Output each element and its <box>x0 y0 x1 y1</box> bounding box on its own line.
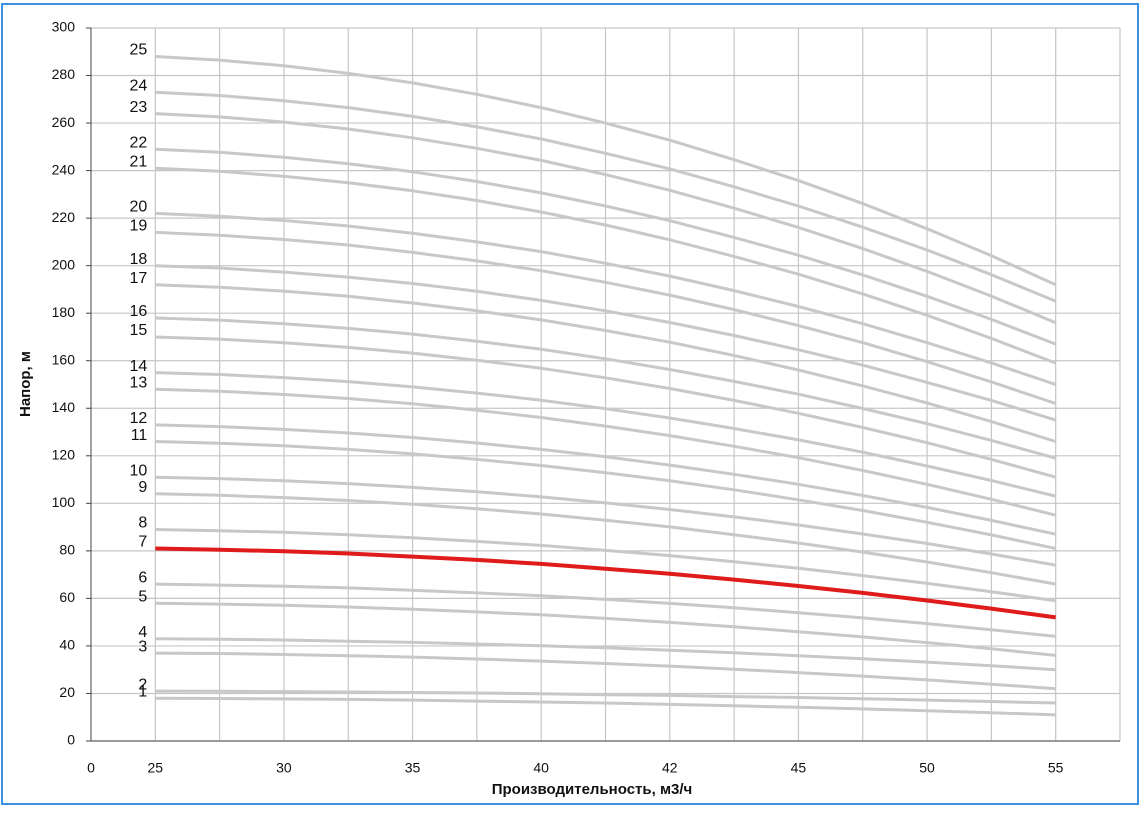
series-line <box>155 211 1057 386</box>
series-line <box>155 696 1056 717</box>
series-line <box>155 492 1056 586</box>
series-line <box>155 166 1057 365</box>
x-tick-label: 30 <box>276 760 292 776</box>
y-tick-label: 260 <box>52 114 76 130</box>
y-tick-label: 60 <box>59 589 75 605</box>
series-label: 22 <box>130 134 148 151</box>
series-line <box>155 582 1056 638</box>
frame <box>1 3 1139 805</box>
series-line <box>155 230 1057 405</box>
series-line <box>155 387 1057 517</box>
series-label: 11 <box>131 427 148 444</box>
series-line <box>155 637 1056 672</box>
series-label: 17 <box>130 270 148 287</box>
series-label: 6 <box>138 569 147 586</box>
y-tick-label: 180 <box>52 304 76 320</box>
series-label: 24 <box>130 77 148 94</box>
y-tick-label: 0 <box>67 732 75 748</box>
series-label: 13 <box>130 374 148 391</box>
series-label: 14 <box>130 358 148 375</box>
y-tick-label: 300 <box>52 19 76 35</box>
series-line <box>155 316 1057 460</box>
x-tick-label: 25 <box>148 760 164 776</box>
series-label: 18 <box>130 251 148 268</box>
y-tick-label: 220 <box>52 209 76 225</box>
y-tick-label: 200 <box>52 256 76 272</box>
series-line <box>155 283 1057 443</box>
x-tick-label: 40 <box>533 760 549 776</box>
y-tick-label: 140 <box>52 399 76 415</box>
y-tick-label: 280 <box>52 66 76 82</box>
series-line <box>155 546 1056 620</box>
series-line <box>155 147 1057 346</box>
series-label: 3 <box>138 638 147 655</box>
series-line <box>155 335 1057 479</box>
series-label: 16 <box>130 303 148 320</box>
series-label: 21 <box>130 153 148 170</box>
x-tick-label: 45 <box>791 760 807 776</box>
series-label: 7 <box>138 534 147 551</box>
y-tick-label: 120 <box>52 447 76 463</box>
x-tick-label: 42 <box>662 760 678 776</box>
series-label: 20 <box>130 199 148 216</box>
series-line <box>155 55 1057 287</box>
series-label: 15 <box>130 322 148 339</box>
y-tick-label: 40 <box>59 637 75 653</box>
series-label: 4 <box>138 624 147 641</box>
x-axis-title: Производительность, м3/ч <box>492 781 693 798</box>
y-tick-label: 240 <box>52 161 76 177</box>
series-label: 9 <box>138 479 147 496</box>
series-line <box>155 651 1056 691</box>
x-tick-label: 50 <box>919 760 935 776</box>
series-line <box>155 440 1057 550</box>
series-line <box>155 423 1057 536</box>
y-tick-label: 80 <box>59 542 75 558</box>
series-line <box>155 601 1056 657</box>
x-tick-label: 0 <box>87 760 95 776</box>
y-tick-label: 20 <box>59 684 75 700</box>
series-line <box>155 689 1056 705</box>
y-tick-label: 160 <box>52 351 76 367</box>
x-tick-label: 35 <box>405 760 421 776</box>
series-label: 12 <box>130 410 148 427</box>
series-line <box>155 528 1056 603</box>
series-label: 10 <box>130 462 148 479</box>
series-line <box>155 371 1057 498</box>
y-tick-label: 100 <box>52 494 76 510</box>
series-line <box>155 264 1057 422</box>
series-label: 8 <box>138 515 147 532</box>
series-label: 1 <box>138 683 147 700</box>
series-label: 19 <box>130 218 148 235</box>
series-label: 23 <box>130 99 148 116</box>
series-label: 25 <box>130 42 148 59</box>
series-label: 5 <box>138 588 147 605</box>
x-tick-label: 55 <box>1048 760 1064 776</box>
series-line <box>155 112 1057 325</box>
series-line <box>155 90 1057 303</box>
series-label: 2 <box>138 676 147 693</box>
y-axis-title: Напор, м <box>17 351 34 417</box>
series-line <box>155 475 1056 567</box>
